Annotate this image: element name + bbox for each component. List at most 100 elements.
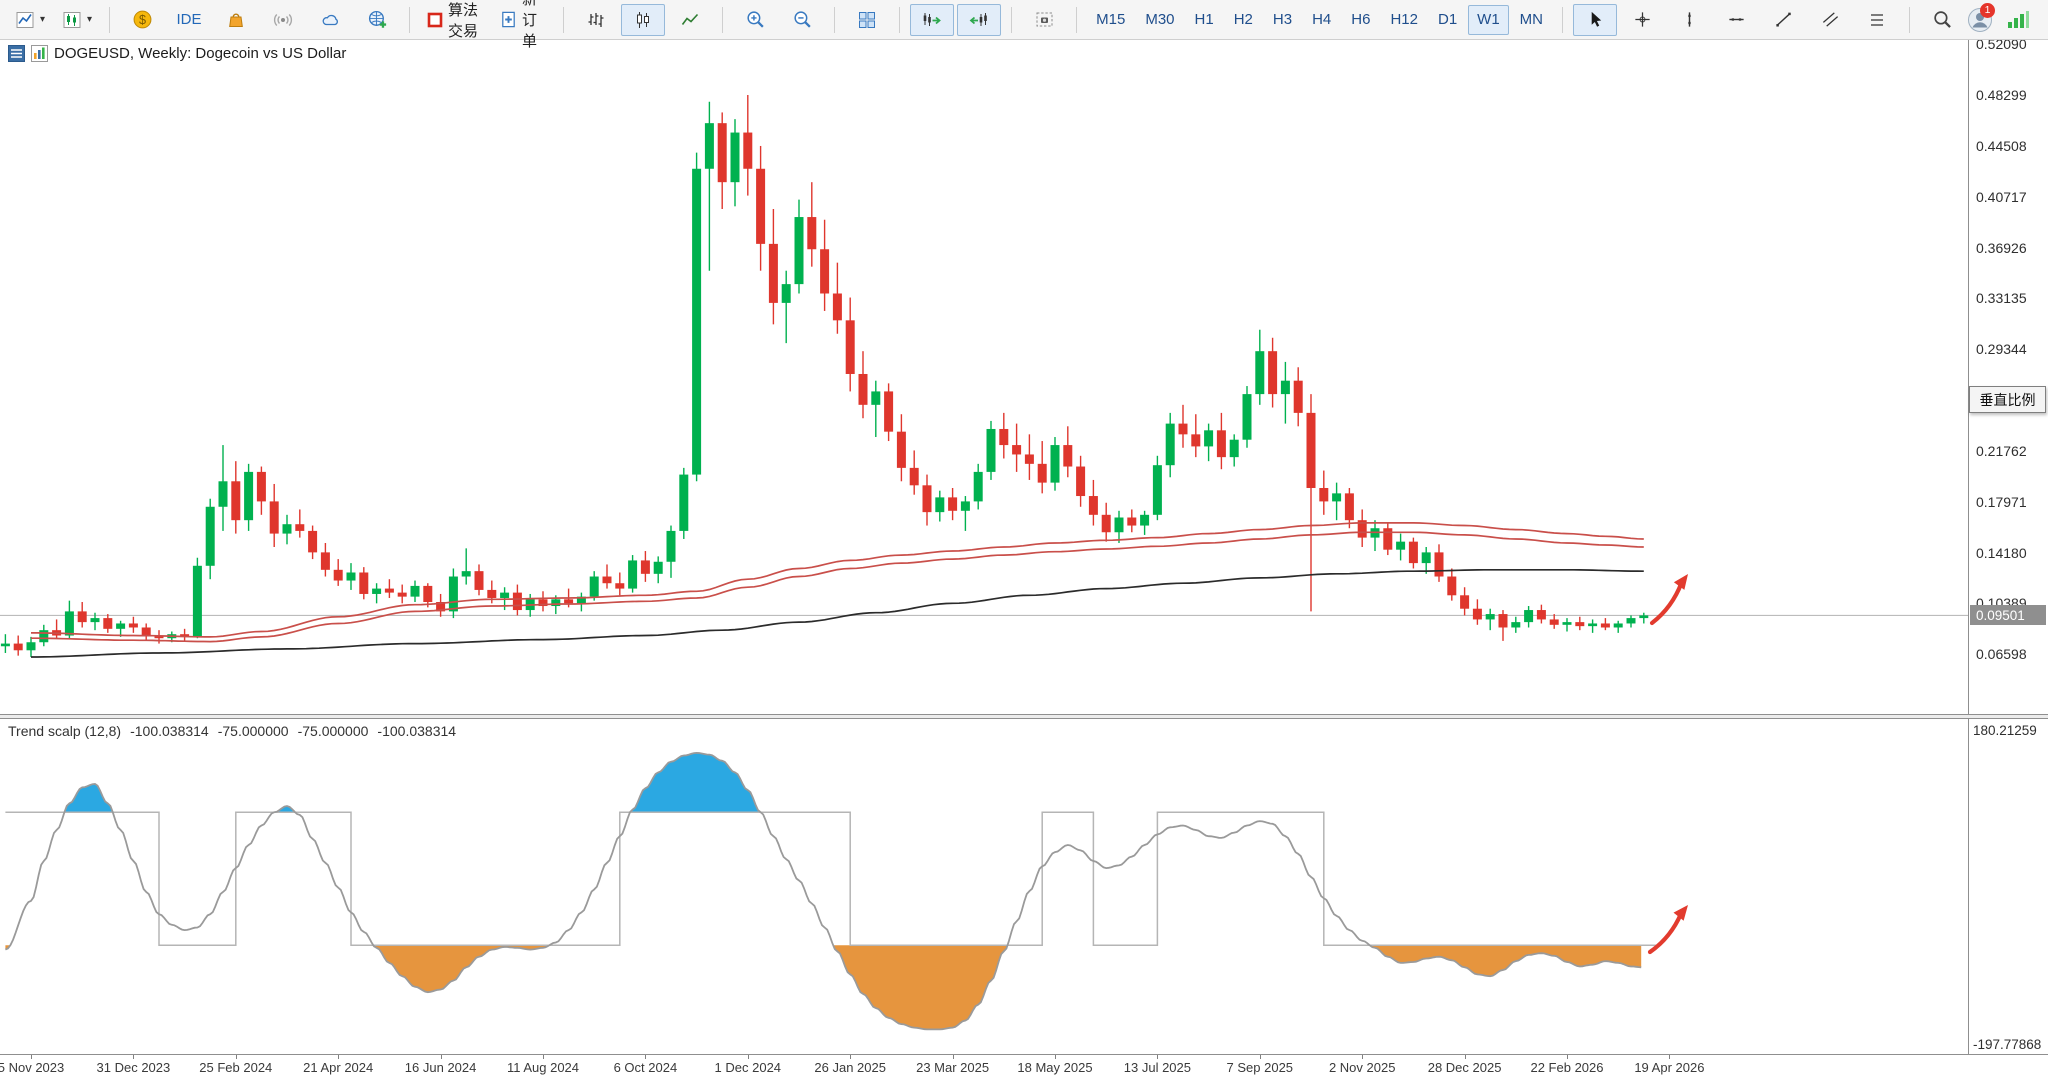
candle-body[interactable] <box>1600 623 1610 628</box>
candle-body[interactable] <box>13 643 23 651</box>
candle-body[interactable] <box>794 217 804 285</box>
candle-body[interactable] <box>1588 623 1598 627</box>
candle-body[interactable] <box>1229 439 1239 458</box>
candle-body[interactable] <box>282 524 292 534</box>
candle-body[interactable] <box>845 320 855 374</box>
candle-body[interactable] <box>781 284 791 303</box>
candle-body[interactable] <box>1536 610 1546 620</box>
drawn-arrow-annotation[interactable] <box>1649 580 1684 626</box>
candle-body[interactable] <box>730 132 740 183</box>
oscillator-chart[interactable] <box>0 719 1968 1054</box>
timeframe-button-H12[interactable]: H12 <box>1390 11 1418 28</box>
candle-body[interactable] <box>1114 517 1124 533</box>
line-chart-type-button[interactable] <box>668 4 712 36</box>
timeframe-button-H4[interactable]: H4 <box>1312 11 1332 28</box>
candle-body[interactable] <box>1460 595 1470 609</box>
candle-body[interactable] <box>1255 351 1265 395</box>
market-watch-button[interactable]: $ <box>120 4 164 36</box>
candle-body[interactable] <box>538 599 548 607</box>
candle-body[interactable] <box>128 623 138 628</box>
candle-body[interactable] <box>64 611 74 636</box>
candle-body[interactable] <box>320 552 330 570</box>
candle-body[interactable] <box>832 293 842 321</box>
horizontal-line-tool-button[interactable] <box>1714 4 1758 36</box>
candle-body[interactable] <box>576 596 586 604</box>
candle-body[interactable] <box>653 561 663 574</box>
candle-body[interactable] <box>461 571 471 577</box>
new-chart-button[interactable]: ▾ <box>8 4 52 36</box>
candle-body[interactable] <box>218 481 228 507</box>
candle-body[interactable] <box>602 576 612 584</box>
candle-body[interactable] <box>448 576 458 612</box>
candle-body[interactable] <box>1242 394 1252 440</box>
candle-body[interactable] <box>564 599 574 604</box>
main-chart-pane[interactable]: DOGEUSD, Weekly: Dogecoin vs US Dollar <box>0 40 1968 714</box>
trendline-tool-button[interactable] <box>1761 4 1805 36</box>
candle-body[interactable] <box>1076 466 1086 497</box>
candle-body[interactable] <box>1024 454 1034 464</box>
candle-body[interactable] <box>0 643 10 647</box>
candle-chart-type-button[interactable] <box>621 3 666 36</box>
candle-body[interactable] <box>116 623 126 629</box>
candle-body[interactable] <box>1344 493 1354 521</box>
candle-body[interactable] <box>269 501 279 534</box>
ma-red-lower[interactable] <box>31 531 1644 643</box>
timeframe-button-D1[interactable]: D1 <box>1437 11 1458 28</box>
chart-shift-button[interactable] <box>957 3 1002 36</box>
candle-body[interactable] <box>756 168 766 244</box>
candle-body[interactable] <box>256 471 266 502</box>
candle-body[interactable] <box>960 501 970 511</box>
market-depth-icon[interactable] <box>8 45 25 62</box>
search-button[interactable] <box>1920 4 1964 36</box>
candle-body[interactable] <box>1165 423 1175 466</box>
ma-slow-black[interactable] <box>31 568 1644 658</box>
candle-body[interactable] <box>77 611 87 623</box>
candle-body[interactable] <box>1191 434 1201 447</box>
candle-body[interactable] <box>346 572 356 581</box>
candle-body[interactable] <box>615 583 625 589</box>
candle-body[interactable] <box>807 217 817 250</box>
candle-body[interactable] <box>1575 622 1585 627</box>
pane-separator[interactable] <box>0 714 2048 719</box>
timeframe-button-H3[interactable]: H3 <box>1272 11 1293 28</box>
candle-body[interactable] <box>1613 623 1623 628</box>
candle-body[interactable] <box>1383 528 1393 550</box>
candle-body[interactable] <box>192 565 202 637</box>
candle-body[interactable] <box>397 592 407 597</box>
oscillator-signal-line[interactable] <box>5 751 1642 1031</box>
candle-body[interactable] <box>1511 622 1521 628</box>
candle-body[interactable] <box>909 467 919 486</box>
candle-body[interactable] <box>999 428 1009 446</box>
candle-body[interactable] <box>1626 618 1636 624</box>
timeframe-button-H1[interactable]: H1 <box>1194 11 1214 28</box>
candle-body[interactable] <box>1485 614 1495 620</box>
candle-body[interactable] <box>90 618 100 623</box>
candle-body[interactable] <box>589 576 599 597</box>
market-button[interactable] <box>214 4 258 36</box>
timeframe-button-H2[interactable]: H2 <box>1233 11 1253 28</box>
candle-body[interactable] <box>295 524 305 531</box>
candle-body[interactable] <box>244 471 254 521</box>
candle-body[interactable] <box>551 599 561 607</box>
cursor-tool-button[interactable] <box>1573 3 1617 36</box>
candle-body[interactable] <box>1012 445 1022 455</box>
candle-body[interactable] <box>1050 445 1060 483</box>
candle-body[interactable] <box>1408 541 1418 564</box>
candle-body[interactable] <box>359 572 369 594</box>
candle-body[interactable] <box>1127 517 1137 526</box>
timeframe-button-M30[interactable]: M30 <box>1145 11 1175 28</box>
auto-scroll-button[interactable] <box>910 3 955 36</box>
timeframe-button-MN[interactable]: MN <box>1519 11 1543 28</box>
vps-button[interactable] <box>308 4 352 36</box>
candle-body[interactable] <box>1396 541 1406 550</box>
candle-body[interactable] <box>384 588 394 593</box>
profiles-button[interactable]: ▾ <box>55 4 99 36</box>
candle-body[interactable] <box>1088 496 1098 515</box>
signals-button[interactable] <box>261 4 305 36</box>
candle-body[interactable] <box>1357 520 1367 538</box>
candle-body[interactable] <box>487 589 497 598</box>
candle-body[interactable] <box>423 585 433 603</box>
tile-windows-button[interactable] <box>845 4 889 36</box>
candle-body[interactable] <box>1472 608 1482 620</box>
trend-step-line[interactable] <box>5 811 1657 946</box>
